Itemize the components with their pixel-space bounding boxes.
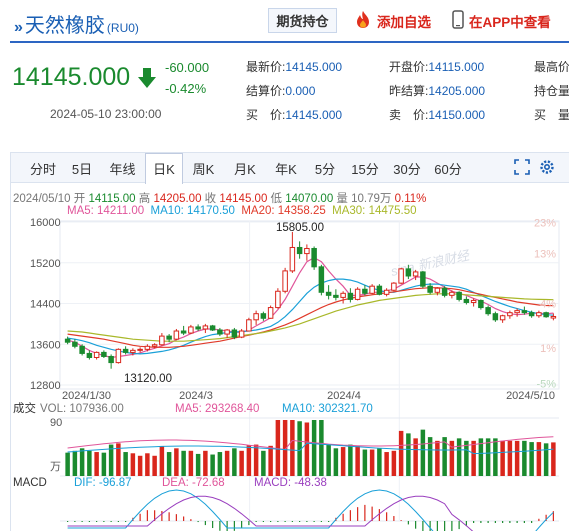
price-change: -60.000 [165, 60, 210, 75]
field-open-interest: 持仓量 [534, 84, 569, 98]
chart-panel [10, 152, 569, 531]
last-price: 14145.000 [12, 63, 131, 91]
field-high-price: 最高价 [534, 60, 569, 74]
ohlc-open: 14115.00 [88, 193, 136, 205]
add-favorite-label: 添加自选 [377, 14, 431, 30]
ohlc-pct: 0.11% [394, 193, 427, 205]
page-title: 天然橡胶 [24, 15, 105, 37]
open-in-app-link[interactable]: 在APP中查看 [452, 8, 551, 33]
field-prev-settlement: 昨结算:14205.000 [389, 84, 486, 98]
header-divider [10, 41, 569, 43]
ma30-legend: MA30: 14475.50 [332, 205, 417, 217]
tab-yearly-k[interactable]: 年K [275, 161, 297, 177]
futures-position-button[interactable]: 期货持仓 [268, 8, 337, 33]
tab-yearline[interactable]: 年线 [109, 161, 136, 177]
field-ask-price: 卖 价:14150.000 [389, 108, 486, 122]
tab-60min[interactable]: 60分 [434, 161, 462, 177]
ohlc-close: 14145.00 [219, 193, 268, 205]
tab-monthly-k[interactable]: 月K [234, 161, 256, 177]
ohlc-volume: 10.79万 [351, 193, 392, 205]
tab-weekly-k[interactable]: 周K [192, 161, 215, 177]
quote-datetime: 2024-05-10 23:00:00 [50, 107, 162, 121]
title-marks: » [14, 19, 23, 36]
ma5-legend: MA5: 14211.00 [67, 205, 145, 217]
tab-intraday[interactable]: 分时 [29, 161, 56, 177]
gear-icon[interactable] [538, 158, 556, 176]
field-bid-volume: 买 量 [534, 108, 569, 122]
period-tab-bar [11, 153, 569, 183]
field-open-price: 开盘价:14115.000 [389, 60, 485, 74]
add-favorite-button[interactable]: 添加自选 [354, 8, 431, 33]
ma10-legend: MA10: 14170.50 [150, 205, 235, 217]
tab-15min[interactable]: 15分 [351, 161, 379, 177]
tab-5min[interactable]: 5分 [314, 161, 336, 177]
tab-30min[interactable]: 30分 [393, 161, 421, 177]
ma-legend: MA5: 14211.00 MA10: 14170.50 MA20: 14358… [67, 205, 417, 217]
field-bid-price: 买 价:14145.000 [246, 108, 343, 122]
header: » 天然橡胶 (RU0) 期货持仓 添加自选 在APP中查看 [0, 0, 569, 43]
field-settlement: 结算价:0.000 [246, 84, 316, 98]
ma20-legend: MA20: 14358.25 [241, 205, 326, 217]
phone-icon [452, 9, 464, 32]
price-change-pct: -0.42% [165, 81, 207, 96]
ohlc-date: 2024/05/10 [13, 193, 71, 205]
ohlc-high: 14205.00 [153, 193, 202, 205]
fullscreen-icon[interactable] [514, 159, 530, 175]
fire-icon [354, 10, 372, 32]
ohlc-summary: 2024/05/10 开 14115.00 高 14205.00 收 14145… [13, 193, 427, 205]
down-arrow-icon [138, 68, 156, 88]
contract-code: (RU0) [106, 21, 139, 35]
ohlc-low: 14070.00 [285, 193, 334, 205]
period-tabs: 分时 5日 年线 日K 周K 月K 年K 5分 15分 30分 60分 [22, 152, 569, 184]
tab-daily-k[interactable]: 日K [145, 152, 183, 184]
tab-5day[interactable]: 5日 [71, 161, 93, 177]
title-group: » 天然橡胶 (RU0) [14, 9, 139, 38]
open-in-app-label: 在APP中查看 [469, 14, 551, 30]
field-latest-price: 最新价:14145.000 [246, 60, 343, 74]
